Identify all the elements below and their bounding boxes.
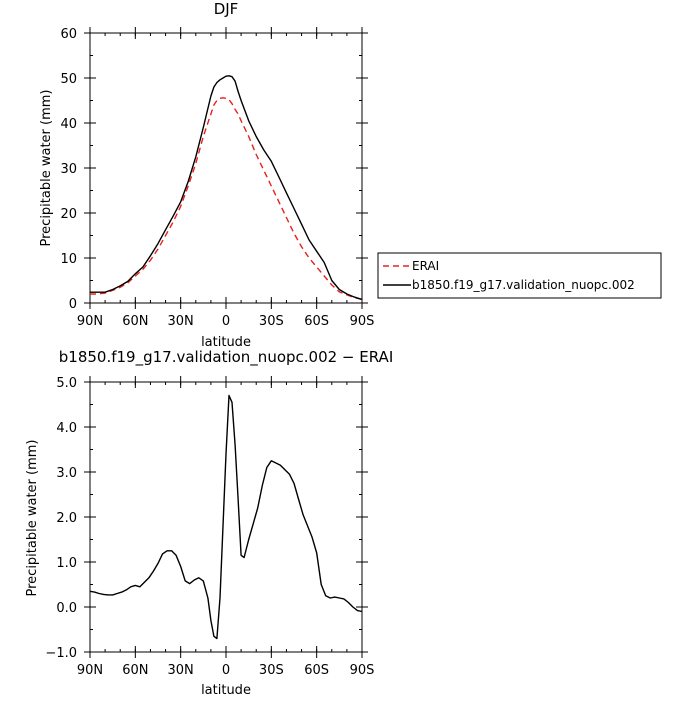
- top-x-tick-label: 0: [222, 314, 230, 329]
- bottom-y-ticks: −1.0 0.0 1.0 2.0 3.0 4.0 5.0: [45, 376, 368, 661]
- top-x-tick-label: 30N: [168, 314, 194, 329]
- bottom-x-tick-label: 30S: [259, 663, 284, 678]
- bottom-y-tick-label: 5.0: [56, 376, 77, 391]
- legend-label-erai: ERAI: [412, 259, 439, 273]
- bottom-x-tick-label: 0: [222, 663, 230, 678]
- top-plot-frame: [89, 32, 363, 304]
- top-x-axis-label: latitude: [201, 335, 251, 350]
- bottom-plot-frame: [89, 381, 363, 653]
- top-x-tick-label: 90S: [350, 314, 375, 329]
- top-y-tick-label: 40: [60, 117, 77, 132]
- bottom-y-tick-label: 2.0: [56, 511, 77, 526]
- legend-box: [377, 252, 662, 299]
- bottom-series-lines: [89, 394, 363, 640]
- bottom-x-ticks: 90N 60N 30N 0 30S 60S 90S: [77, 376, 375, 678]
- top-series-b1850-f19-g17-validation-nuopc-002-line: [90, 75, 363, 301]
- bottom-x-tick-label: 60N: [122, 663, 148, 678]
- bottom-y-tick-label: 4.0: [56, 421, 77, 436]
- bottom-series-difference-line: [89, 394, 363, 640]
- top-chart-title: DJF: [214, 0, 239, 18]
- legend-label-model: b1850.f19_g17.validation_nuopc.002: [412, 278, 635, 292]
- bottom-x-tick-label: 90S: [350, 663, 375, 678]
- top-y-tick-label: 60: [60, 27, 77, 42]
- top-series-lines: [90, 75, 363, 301]
- legend: ERAI b1850.f19_g17.validation_nuopc.002: [377, 252, 662, 299]
- bottom-y-tick-label: 0.0: [56, 601, 77, 616]
- bottom-x-axis-label: latitude: [201, 683, 251, 698]
- bottom-chart-title: b1850.f19_g17.validation_nuopc.002 − ERA…: [59, 348, 394, 367]
- top-y-tick-label: 30: [60, 162, 77, 177]
- bottom-y-axis-label: Precipitable water (mm): [25, 440, 40, 597]
- bottom-y-tick-label: 3.0: [56, 466, 77, 481]
- top-x-tick-label: 60N: [122, 314, 148, 329]
- bottom-panel: b1850.f19_g17.validation_nuopc.002 − ERA…: [25, 348, 393, 698]
- bottom-x-tick-label: 60S: [304, 663, 329, 678]
- top-x-ticks: 90N 60N 30N 0 30S 60S 90S: [77, 27, 375, 329]
- top-series-erai-line: [90, 97, 363, 301]
- bottom-x-tick-label: 90N: [77, 663, 103, 678]
- bottom-x-tick-label: 30N: [168, 663, 194, 678]
- top-y-tick-label: 20: [60, 207, 77, 222]
- top-panel: DJF 0 10 20 30 40 50 60 90N 60N 30N 0 30S 60S 90S la…: [39, 0, 662, 350]
- top-x-tick-label: 30S: [259, 314, 284, 329]
- top-y-tick-label: 0: [69, 297, 77, 312]
- top-y-ticks: 0 10 20 30 40 50 60: [60, 27, 368, 312]
- bottom-y-tick-label: −1.0: [45, 646, 77, 661]
- top-x-tick-label: 60S: [304, 314, 329, 329]
- top-y-axis-label: Precipitable water (mm): [39, 90, 54, 247]
- top-y-tick-label: 10: [60, 252, 77, 267]
- bottom-y-tick-label: 1.0: [56, 556, 77, 571]
- top-x-tick-label: 90N: [77, 314, 103, 329]
- top-y-tick-label: 50: [60, 72, 77, 87]
